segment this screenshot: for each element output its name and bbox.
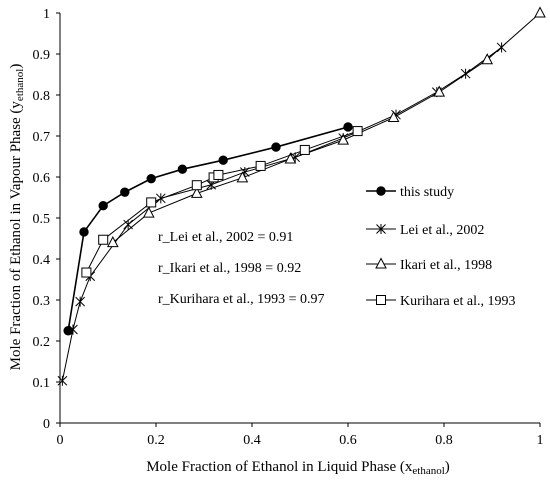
point-this-study <box>218 155 228 165</box>
y-tick-label: 0.1 <box>33 376 51 391</box>
legend-label: Ikari et al., 1998 <box>400 258 492 273</box>
y-tick-label: 0.8 <box>33 89 51 104</box>
series-layer <box>57 6 546 386</box>
point-lei <box>57 375 68 386</box>
series-this-study <box>63 122 353 336</box>
point-this-study <box>98 201 108 211</box>
point-kurihara <box>213 169 224 180</box>
point-lei <box>376 224 386 234</box>
point-this-study <box>120 187 130 197</box>
x-axis-ticks: 0 0.2 0.4 0.6 0.8 1 <box>57 423 544 448</box>
legend: this study Lei et al., 2002 Ikari et al., … <box>366 185 515 309</box>
point-ikari <box>142 206 155 218</box>
series-line <box>61 47 502 381</box>
point-kurihara <box>98 234 109 245</box>
y-tick-label: 0.2 <box>33 335 51 350</box>
point-this-study <box>177 164 188 174</box>
x-tick-label: 1 <box>537 433 544 448</box>
series-line <box>85 130 358 273</box>
legend-kurihara: Kurihara et al., 1993 <box>366 294 515 309</box>
legend-this-study: this study <box>366 185 454 200</box>
point-ikari <box>236 171 249 183</box>
legend-lei: Lei et al., 2002 <box>366 223 484 238</box>
point-this-study <box>271 142 281 152</box>
point-ikari <box>481 53 494 65</box>
point-ikari <box>337 133 350 145</box>
legend-label: this study <box>400 185 454 200</box>
series-line <box>112 12 541 243</box>
y-tick-label: 0.9 <box>33 48 51 63</box>
point-kurihara <box>191 180 202 191</box>
correlation-annotations: r_Lei et al., 2002 = 0.91 r_Ikari et al.… <box>158 230 325 307</box>
point-lei <box>68 324 78 335</box>
point-ikari <box>534 6 546 18</box>
legend-label: Lei et al., 2002 <box>400 223 484 238</box>
x-tick-label: 0.2 <box>147 433 165 448</box>
point-this-study <box>343 122 353 132</box>
point-ikari <box>375 257 387 269</box>
point-ikari <box>284 152 297 164</box>
x-tick-label: 0.8 <box>435 433 453 448</box>
point-this-study <box>146 173 156 184</box>
x-axis-title-subscript: ethanol <box>412 465 444 477</box>
point-kurihara <box>255 160 266 171</box>
point-this-study <box>376 186 386 196</box>
y-tick-label: 1 <box>43 7 50 22</box>
axes <box>59 13 540 424</box>
legend-label: Kurihara et al., 1993 <box>400 294 515 309</box>
series-kurihara <box>81 126 363 278</box>
annotation-ikari: r_Ikari et al., 1998 = 0.92 <box>158 261 301 276</box>
y-tick-label: 0.5 <box>33 212 51 227</box>
x-tick-label: 0.6 <box>339 433 357 448</box>
point-ikari <box>106 236 119 248</box>
point-ikari <box>190 186 203 198</box>
series-ikari <box>106 6 546 248</box>
legend-ikari: Ikari et al., 1998 <box>366 257 492 273</box>
annotation-kurihara: r_Kurihara et al., 1993 = 0.97 <box>158 292 325 307</box>
point-ikari <box>387 110 400 123</box>
y-tick-label: 0.7 <box>33 130 51 145</box>
x-tick-label: 0 <box>57 433 64 448</box>
x-tick-label: 0.4 <box>243 433 261 448</box>
point-kurihara <box>376 295 386 305</box>
point-this-study <box>79 227 89 237</box>
y-tick-label: 0 <box>43 417 50 432</box>
point-kurihara <box>299 144 310 155</box>
y-axis-title: Mole Fraction of Ethanol in Vapour Phase… <box>8 64 26 371</box>
y-axis-title-subscript: ethanol <box>14 69 26 101</box>
y-tick-label: 0.3 <box>33 294 51 309</box>
point-ikari <box>433 85 446 97</box>
point-lei <box>460 68 471 79</box>
annotation-lei: r_Lei et al., 2002 = 0.91 <box>158 230 293 245</box>
point-kurihara <box>146 197 157 208</box>
point-lei <box>75 296 86 307</box>
y-tick-label: 0.4 <box>33 253 51 268</box>
y-tick-label: 0.6 <box>33 171 51 186</box>
y-axis-ticks: 0 0.1 0.2 0.3 0.4 0.5 0.6 0.7 0.8 0.9 1 <box>33 7 60 432</box>
x-axis-title: Mole Fraction of Ethanol in Liquid Phase… <box>146 459 450 477</box>
point-kurihara <box>81 267 92 278</box>
point-kurihara <box>352 126 363 137</box>
